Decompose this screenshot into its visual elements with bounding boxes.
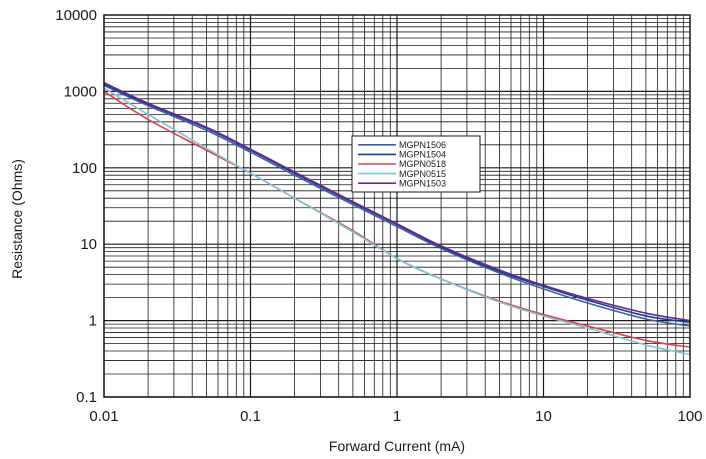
- legend-label-mgpn1504: MGPN1504: [399, 150, 446, 160]
- series-line-mgpn1506: [103, 84, 691, 327]
- x-tick-label: 10: [535, 408, 552, 425]
- x-tick-label: 1: [393, 408, 401, 425]
- x-tick-label: 100: [677, 408, 702, 425]
- y-tick-label: 0.1: [76, 389, 97, 406]
- y-axis-label: Resistance (Ohms): [9, 159, 25, 279]
- x-axis-ticks: 0.01 0.1 1 10 100: [89, 408, 702, 425]
- plot-frame: [103, 14, 691, 398]
- y-tick-label: 100: [72, 160, 97, 177]
- legend-label-mgpn1506: MGPN1506: [399, 140, 446, 150]
- y-tick-label: 10000: [55, 7, 97, 24]
- legend-label-mgpn1503: MGPN1503: [399, 178, 446, 188]
- series-line-mgpn0515: [103, 87, 691, 356]
- series-line-mgpn1504: [103, 83, 691, 324]
- x-axis-label: Forward Current (mA): [329, 438, 465, 454]
- y-tick-label: 1: [89, 313, 97, 330]
- y-axis-ticks: 0.1 1 10 100 1000 10000: [55, 7, 97, 406]
- y-tick-label: 10: [80, 236, 97, 253]
- legend-label-mgpn0515: MGPN0515: [399, 169, 446, 179]
- x-tick-label: 0.01: [89, 408, 118, 425]
- series-lines: [103, 81, 691, 356]
- series-line-mgpn1503: [103, 81, 691, 322]
- grid: [103, 15, 690, 398]
- y-tick-label: 1000: [64, 83, 97, 100]
- x-tick-label: 0.1: [240, 408, 261, 425]
- legend-label-mgpn0518: MGPN0518: [399, 159, 446, 169]
